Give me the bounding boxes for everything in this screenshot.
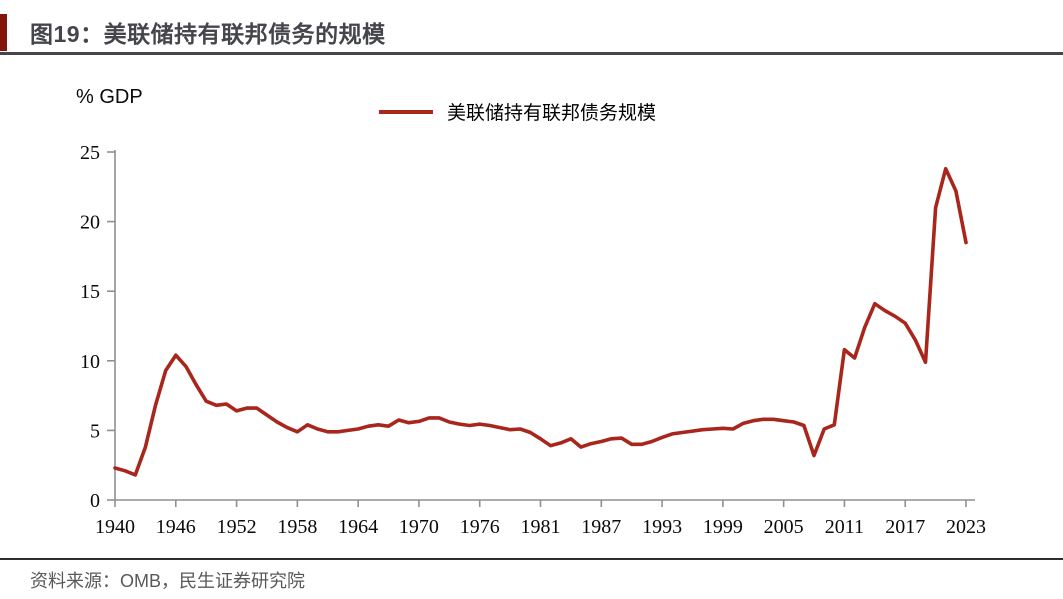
footer-divider: [0, 558, 1063, 560]
x-tick-label: 1952: [217, 516, 257, 538]
y-axis-unit-label: % GDP: [76, 86, 143, 108]
x-tick-label: 2011: [825, 516, 864, 538]
x-tick-label: 1958: [277, 516, 317, 538]
legend-line-swatch: [379, 109, 433, 114]
title-accent-bar: [0, 14, 7, 51]
x-tick-label: 1970: [399, 516, 439, 538]
x-tick-label: 1940: [95, 516, 135, 538]
y-tick-label: 15: [80, 281, 100, 303]
x-tick-label: 1999: [703, 516, 743, 538]
y-tick-label: 0: [90, 490, 100, 512]
chart-legend: 美联储持有联邦债务规模: [379, 98, 656, 125]
x-tick-label: 2023: [946, 516, 986, 538]
figure-title: 图19：美联储持有联邦债务的规模: [30, 21, 386, 47]
x-tick-label: 2005: [764, 516, 804, 538]
x-tick-label: 1987: [581, 516, 621, 538]
x-tick-label: 1993: [642, 516, 682, 538]
y-tick-label: 10: [80, 351, 100, 373]
x-tick-label: 1946: [156, 516, 196, 538]
title-underline: [0, 52, 1063, 55]
x-tick-label: 1976: [460, 516, 500, 538]
y-tick-label: 25: [80, 142, 100, 164]
y-tick-label: 20: [80, 212, 100, 234]
legend-label: 美联储持有联邦债务规模: [447, 103, 657, 124]
x-tick-label: 1964: [338, 516, 378, 538]
x-tick-label: 1981: [521, 516, 561, 538]
source-note: 资料来源：OMB，民生证券研究院: [30, 571, 305, 591]
x-tick-label: 2017: [885, 516, 925, 538]
series-line: [113, 166, 968, 477]
y-tick-label: 5: [90, 420, 100, 442]
